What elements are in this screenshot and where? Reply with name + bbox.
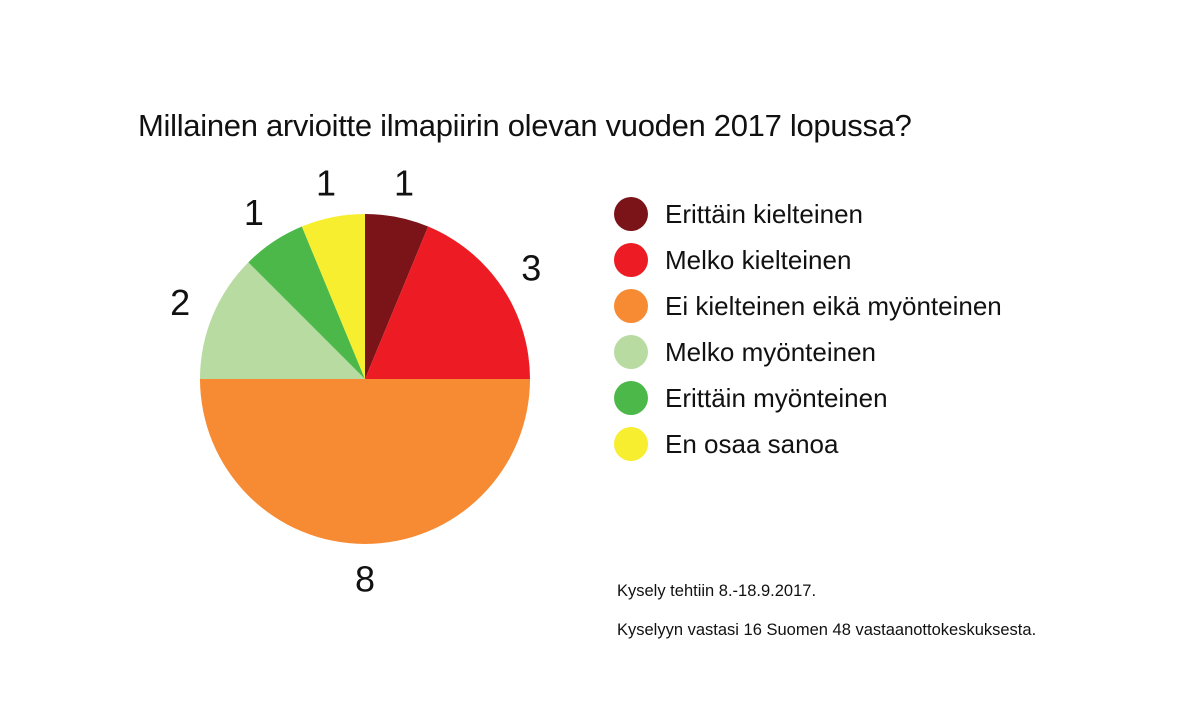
legend-swatch	[614, 197, 648, 231]
slice-value-label: 8	[355, 559, 375, 600]
slice-value-label: 1	[244, 192, 264, 233]
legend-item: Melko myönteinen	[614, 332, 876, 372]
legend-swatch	[614, 289, 648, 323]
pie-value-labels: 1 3 8 2 1 1	[170, 162, 541, 599]
legend-label: En osaa sanoa	[665, 428, 839, 459]
legend-label: Erittäin kielteinen	[665, 198, 863, 229]
pie-slice	[365, 226, 530, 379]
legend-swatch	[614, 427, 648, 461]
legend-item: Erittäin myönteinen	[614, 378, 888, 418]
legend-label: Melko myönteinen	[665, 336, 876, 367]
slice-value-label: 3	[521, 247, 541, 288]
pie-slice	[248, 226, 365, 379]
pie-slice	[200, 379, 530, 544]
legend-swatch	[614, 335, 648, 369]
chart-title: Millainen arvioitte ilmapiirin olevan vu…	[138, 108, 912, 143]
pie-slice	[365, 214, 429, 379]
pie-slices	[200, 214, 530, 544]
survey-respondents-note: Kyselyyn vastasi 16 Suomen 48 vastaanott…	[617, 621, 1037, 639]
legend-swatch	[614, 243, 648, 277]
legend-label: Melko kielteinen	[665, 244, 852, 275]
slice-value-label: 1	[394, 162, 414, 203]
legend-swatch	[614, 381, 648, 415]
survey-date-note: Kysely tehtiin 8.-18.9.2017.	[617, 582, 817, 600]
legend-label: Ei kielteinen eikä myönteinen	[665, 290, 1002, 321]
legend-item: En osaa sanoa	[614, 424, 838, 464]
slice-value-label: 1	[316, 162, 336, 203]
pie-slice	[200, 262, 365, 379]
legend-item: Melko kielteinen	[614, 240, 851, 280]
slice-value-label: 2	[170, 282, 190, 323]
pie-slice	[301, 214, 365, 379]
legend-item: Erittäin kielteinen	[614, 194, 863, 234]
legend-label: Erittäin myönteinen	[665, 382, 888, 413]
legend-item: Ei kielteinen eikä myönteinen	[614, 286, 1002, 326]
